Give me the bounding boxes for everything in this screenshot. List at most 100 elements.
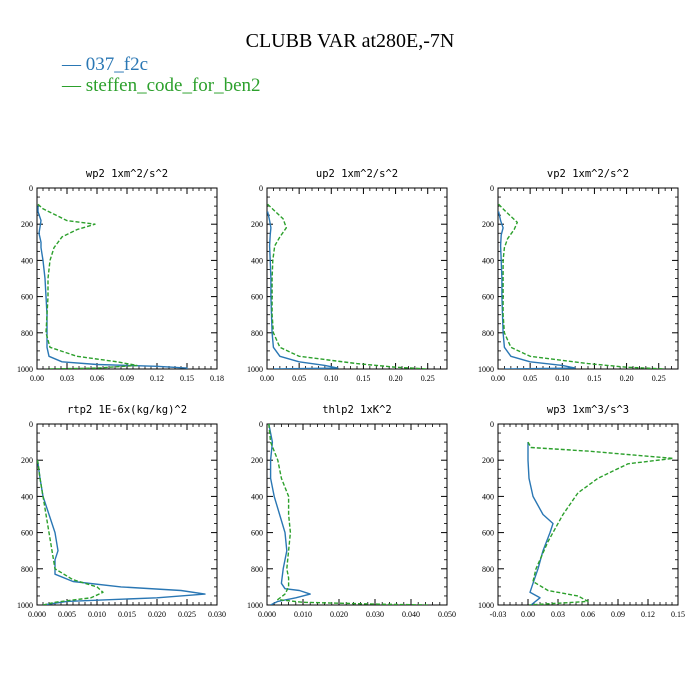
x-tick-label: 0.010: [88, 610, 106, 619]
y-tick-label: 200: [21, 456, 33, 465]
x-tick-label: 0.050: [438, 610, 456, 619]
y-tick-label: 800: [482, 329, 494, 338]
legend-label: steffen_code_for_ben2: [85, 75, 261, 96]
legend-label: 037_f2c: [85, 54, 149, 75]
y-tick-label: 200: [251, 456, 263, 465]
x-tick-label: 0.020: [330, 610, 348, 619]
x-tick-label: -0.03: [490, 610, 507, 619]
series-line-037-f2c: [268, 424, 311, 605]
y-tick-label: 1000: [247, 365, 263, 374]
y-tick-label: 600: [21, 293, 33, 302]
x-tick-label: 0.10: [324, 374, 338, 383]
chart-title: CLUBB VAR at280E,-7N: [245, 30, 455, 52]
x-tick-label: 0.20: [389, 374, 403, 383]
x-tick-label: 0.020: [148, 610, 166, 619]
x-tick-label: 0.06: [581, 610, 595, 619]
x-tick-label: 0.09: [611, 610, 625, 619]
y-tick-label: 200: [251, 220, 263, 229]
y-tick-label: 1000: [17, 601, 33, 610]
y-tick-label: 800: [21, 329, 33, 338]
y-tick-label: 800: [482, 565, 494, 574]
x-tick-label: 0.03: [551, 610, 565, 619]
panel-title: up2 1xm^2/s^2: [316, 168, 398, 180]
panel-title: rtp2 1E-6x(kg/kg)^2: [67, 404, 187, 416]
series-line-037-f2c: [267, 211, 339, 369]
x-tick-label: 0.09: [120, 374, 134, 383]
y-tick-label: 0: [490, 184, 494, 193]
y-tick-label: 800: [251, 565, 263, 574]
x-tick-label: 0.25: [421, 374, 435, 383]
y-tick-label: 1000: [478, 365, 494, 374]
y-tick-label: 600: [251, 529, 263, 538]
x-tick-label: 0.12: [150, 374, 164, 383]
x-tick-label: 0.15: [356, 374, 370, 383]
y-tick-label: 400: [21, 492, 33, 501]
y-tick-label: 400: [482, 256, 494, 265]
y-tick-label: 400: [251, 256, 263, 265]
y-tick-label: 800: [21, 565, 33, 574]
series-line-steffen-code: [498, 203, 666, 369]
x-tick-label: 0.00: [521, 610, 535, 619]
x-tick-label: 0.030: [366, 610, 384, 619]
plot-frame: [266, 423, 448, 606]
series-line-037-f2c: [37, 460, 206, 605]
x-tick-label: 0.030: [208, 610, 226, 619]
y-tick-label: 800: [251, 329, 263, 338]
x-tick-label: 0.010: [294, 610, 312, 619]
x-tick-label: 0.005: [58, 610, 76, 619]
x-tick-label: 0.05: [292, 374, 306, 383]
y-tick-label: 400: [482, 492, 494, 501]
x-tick-label: 0.000: [258, 610, 276, 619]
series-line-steffen-code: [267, 203, 428, 369]
panel-title: thlp2 1xK^2: [322, 404, 392, 416]
series-line-037-f2c: [527, 442, 554, 605]
y-tick-label: 200: [482, 456, 494, 465]
series-line-037-f2c: [498, 211, 576, 369]
panel-title: wp2 1xm^2/s^2: [86, 168, 168, 180]
x-tick-label: 0.025: [178, 610, 196, 619]
y-tick-label: 200: [21, 220, 33, 229]
panel-title: vp2 1xm^2/s^2: [547, 168, 629, 180]
y-tick-label: 0: [259, 184, 263, 193]
legend-line-icon: —: [62, 54, 81, 75]
x-tick-label: 0.10: [555, 374, 569, 383]
series-line-steffen-code: [268, 424, 430, 605]
x-tick-label: 0.000: [28, 610, 46, 619]
x-tick-label: 0.015: [118, 610, 136, 619]
y-tick-label: 1000: [247, 601, 263, 610]
plot-frame: [36, 187, 218, 370]
y-tick-label: 600: [251, 293, 263, 302]
series-line-steffen-code: [37, 460, 104, 605]
y-tick-label: 1000: [478, 601, 494, 610]
legend-entry-1: — 037_f2c: [62, 54, 148, 76]
y-tick-label: 400: [21, 256, 33, 265]
x-tick-label: 0.06: [90, 374, 104, 383]
plot-frame: [497, 187, 679, 370]
x-tick-label: 0.15: [180, 374, 194, 383]
x-tick-label: 0.25: [652, 374, 666, 383]
y-tick-label: 600: [482, 529, 494, 538]
y-tick-label: 0: [490, 420, 494, 429]
x-tick-label: 0.18: [210, 374, 224, 383]
legend-line-icon: —: [62, 75, 81, 96]
series-line-steffen-code: [37, 203, 138, 369]
x-tick-label: 0.03: [60, 374, 74, 383]
plot-frame: [266, 187, 448, 370]
series-line-037-f2c: [37, 206, 188, 369]
y-tick-label: 0: [29, 184, 33, 193]
x-tick-label: 0.05: [523, 374, 537, 383]
y-tick-label: 600: [21, 529, 33, 538]
y-tick-label: 1000: [17, 365, 33, 374]
y-tick-label: 600: [482, 293, 494, 302]
panel-title: wp3 1xm^3/s^3: [547, 404, 629, 416]
y-tick-label: 0: [259, 420, 263, 429]
x-tick-label: 0.040: [402, 610, 420, 619]
x-tick-label: 0.20: [620, 374, 634, 383]
x-tick-label: 0.00: [491, 374, 505, 383]
y-tick-label: 200: [482, 220, 494, 229]
x-tick-label: 0.12: [641, 610, 655, 619]
x-tick-label: 0.15: [671, 610, 685, 619]
x-tick-label: 0.15: [587, 374, 601, 383]
series-line-steffen-code: [527, 441, 674, 605]
